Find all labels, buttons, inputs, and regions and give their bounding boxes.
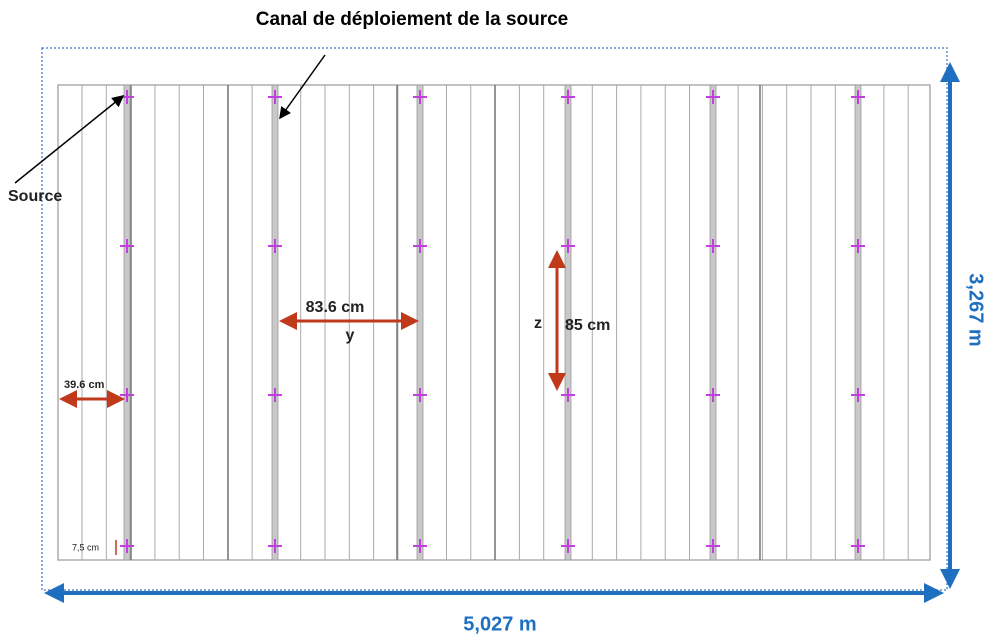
channel — [709, 84, 717, 561]
dim-label: 39.6 cm — [64, 379, 105, 391]
dim-label: 85 cm — [565, 317, 610, 334]
channel — [271, 84, 279, 561]
dim-label: 7,5 cm — [72, 542, 99, 552]
pointer — [14, 95, 125, 184]
dim-label: y — [346, 327, 355, 344]
channel — [123, 84, 131, 561]
inner-boundary — [57, 84, 931, 561]
title: Canal de déploiement de la source — [256, 9, 569, 30]
dim-label: z — [534, 315, 542, 332]
source-label: Source — [8, 188, 62, 205]
strips — [81, 85, 909, 560]
channels — [120, 84, 865, 561]
channel — [854, 84, 862, 561]
width-label: 5,027 m — [463, 613, 536, 635]
dim-label: 83.6 cm — [306, 299, 365, 316]
height-label: 3,267 m — [965, 273, 987, 346]
pointer — [279, 54, 326, 120]
channel — [416, 84, 424, 561]
